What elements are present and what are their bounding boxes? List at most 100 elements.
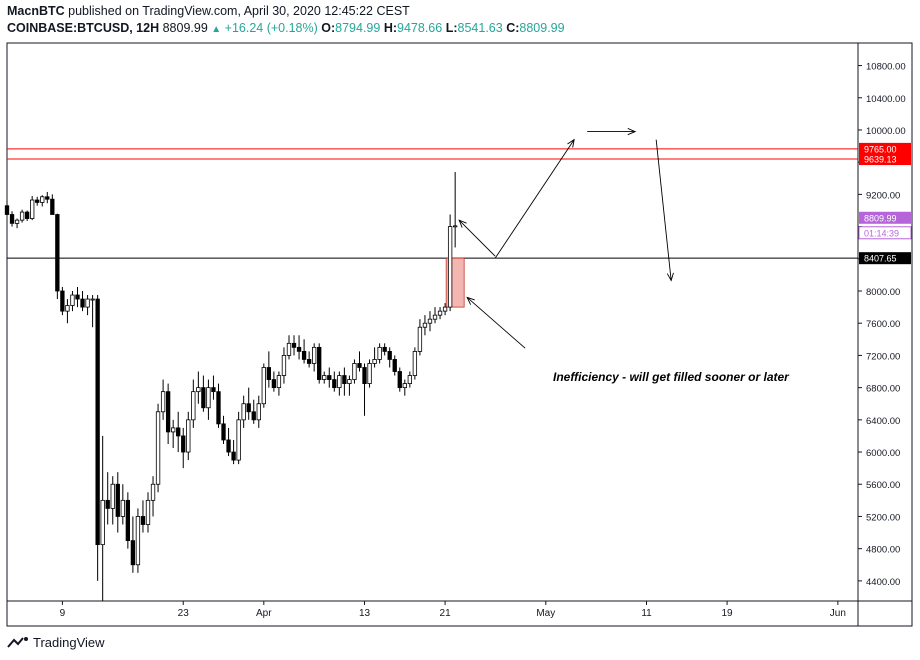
candle — [75, 294, 80, 300]
price-tick-label: 8000.00 — [866, 287, 900, 298]
candle — [191, 391, 196, 421]
candle — [362, 367, 367, 384]
candle — [85, 298, 90, 308]
time-tick-label: 21 — [440, 608, 452, 619]
price-tick-label: 9200.00 — [866, 190, 900, 201]
price-tick-label: 6000.00 — [866, 448, 900, 459]
arrow-down[interactable] — [655, 139, 672, 281]
arrow-right-head — [627, 128, 637, 136]
price-tick-label: 7600.00 — [866, 319, 900, 330]
arrow-to-box[interactable] — [466, 297, 526, 349]
annotation-text[interactable]: Inefficiency - will get filled sooner or… — [553, 370, 790, 384]
candle — [165, 391, 171, 433]
candle — [65, 305, 70, 312]
publish-date: published on TradingView.com, April 30, … — [68, 4, 410, 18]
change-value: +16.24 (+0.18%) — [224, 21, 318, 35]
candle — [9, 214, 15, 224]
price-tick-label: 10000.00 — [866, 126, 906, 137]
candle — [437, 310, 443, 316]
candle — [372, 359, 377, 364]
candle — [236, 419, 241, 461]
candle — [24, 211, 30, 219]
price-tick-label: 5200.00 — [866, 512, 900, 523]
support-price-tag — [859, 252, 911, 265]
candle — [201, 387, 206, 409]
time-tick-label: 13 — [359, 608, 371, 619]
candle — [105, 499, 110, 509]
candle — [135, 516, 141, 566]
candle — [271, 379, 277, 389]
high-value: 9478.66 — [397, 21, 443, 35]
arrow-retest[interactable] — [458, 219, 496, 257]
symbol-name[interactable]: COINBASE:BTCUSD, 12H — [7, 21, 160, 35]
candle — [145, 499, 151, 525]
candle — [19, 211, 25, 221]
time-tick-label: 19 — [722, 608, 734, 619]
resistance-price-tag — [859, 142, 911, 155]
candle — [14, 219, 20, 224]
price-tick-label: 6800.00 — [866, 384, 900, 395]
candle — [327, 375, 332, 380]
candle — [407, 375, 413, 384]
candle — [301, 350, 307, 360]
candle — [216, 391, 221, 425]
candle — [347, 379, 352, 384]
arrow-to-box-head — [466, 296, 475, 305]
candle — [206, 387, 211, 409]
open-label: O: — [321, 21, 336, 35]
candle — [4, 205, 10, 215]
symbol-info: COINBASE:BTCUSD, 12H 8809.99 ▲ +16.24 (+… — [7, 21, 565, 35]
price-change: ▲ +16.24 (+0.18%) — [211, 21, 318, 35]
candle — [452, 225, 458, 228]
high-label: H: — [383, 21, 398, 35]
candle — [322, 375, 327, 380]
price-tick-label: 10400.00 — [866, 94, 906, 105]
candle — [140, 516, 146, 525]
last-price-tag — [859, 211, 911, 224]
time-tick-label: May — [536, 608, 555, 619]
candle — [342, 375, 347, 384]
candle — [397, 371, 402, 389]
candle — [100, 499, 105, 546]
candle — [115, 483, 120, 517]
publish-info: MacnBTC published on TradingView.com, Ap… — [7, 4, 410, 18]
candle — [357, 363, 362, 368]
price-tick-label: 6400.00 — [866, 416, 900, 427]
tradingview-logo-icon — [7, 636, 28, 648]
candle — [286, 342, 292, 356]
candle — [337, 375, 342, 389]
candle — [60, 290, 65, 312]
candle — [422, 322, 428, 328]
candle — [125, 499, 131, 542]
candle — [402, 383, 407, 389]
brand-name: TradingView — [33, 635, 105, 651]
candle — [45, 196, 50, 200]
time-tick-label: Apr — [256, 608, 272, 619]
candle — [382, 346, 387, 352]
candle — [211, 387, 216, 393]
resistance-price-tag — [859, 153, 911, 166]
price-tick-label: 4400.00 — [866, 577, 900, 588]
candle — [442, 306, 448, 312]
chart-frame — [6, 42, 913, 627]
time-tick-label: 9 — [60, 608, 66, 619]
candle — [95, 298, 100, 546]
candle — [241, 403, 246, 421]
candle — [352, 363, 357, 380]
author-name[interactable]: MacnBTC — [7, 4, 65, 18]
candle — [40, 196, 45, 203]
candle — [176, 427, 181, 437]
resistance-price-label: 9765.00 — [864, 144, 897, 154]
candle — [80, 298, 85, 308]
time-tick-label: 11 — [641, 608, 652, 619]
low-value: 8541.63 — [457, 21, 503, 35]
arrow-up[interactable] — [494, 139, 575, 259]
arrow-retest-head — [458, 219, 467, 228]
footer-brand[interactable]: TradingView — [7, 634, 105, 650]
candle — [392, 359, 397, 372]
candle — [120, 499, 125, 517]
countdown-label: 01:14:39 — [864, 228, 899, 238]
candle — [377, 346, 382, 360]
candle — [417, 326, 423, 352]
